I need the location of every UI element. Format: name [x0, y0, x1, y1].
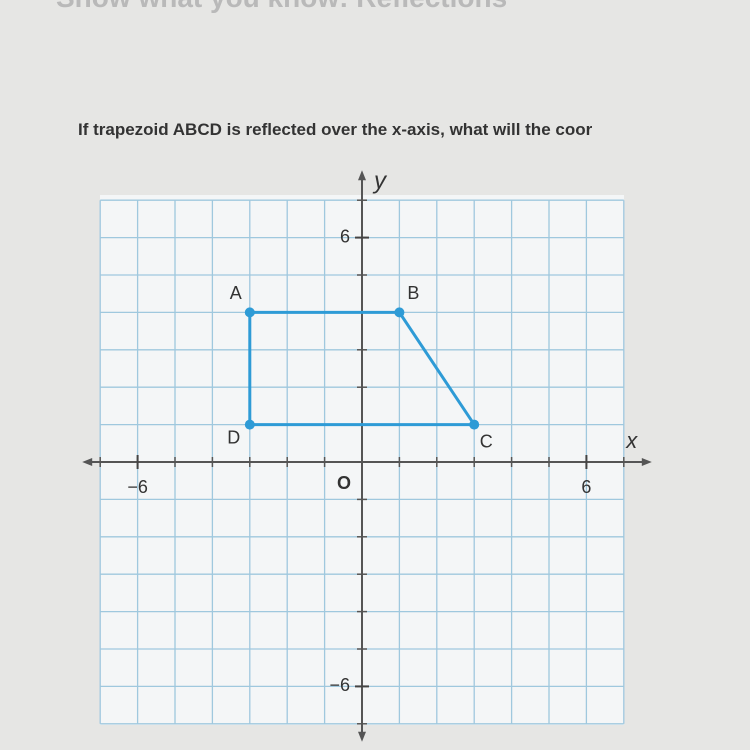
vertex — [244, 419, 255, 430]
axis-arrow — [82, 458, 93, 466]
axis-arrow — [358, 170, 366, 181]
vertex-label: D — [227, 427, 240, 447]
header-title: Show what you know: Reflections — [56, 0, 507, 14]
vertex — [469, 419, 480, 430]
y-tick-label: −6 — [329, 675, 350, 695]
vertex-label: C — [480, 431, 493, 451]
axis-arrow — [358, 731, 366, 742]
y-tick-label: 6 — [340, 226, 350, 246]
x-tick-label: −6 — [127, 477, 148, 497]
question-text: If trapezoid ABCD is reflected over the … — [78, 120, 593, 139]
x-axis-label: x — [625, 428, 638, 453]
axis-arrow — [641, 458, 652, 466]
y-axis-label: y — [372, 168, 388, 195]
vertex — [394, 307, 405, 318]
vertex-label: A — [230, 283, 242, 303]
origin-label: O — [337, 473, 351, 493]
x-tick-label: 6 — [581, 477, 591, 497]
vertex-label: B — [407, 283, 419, 303]
vertex — [244, 307, 255, 318]
